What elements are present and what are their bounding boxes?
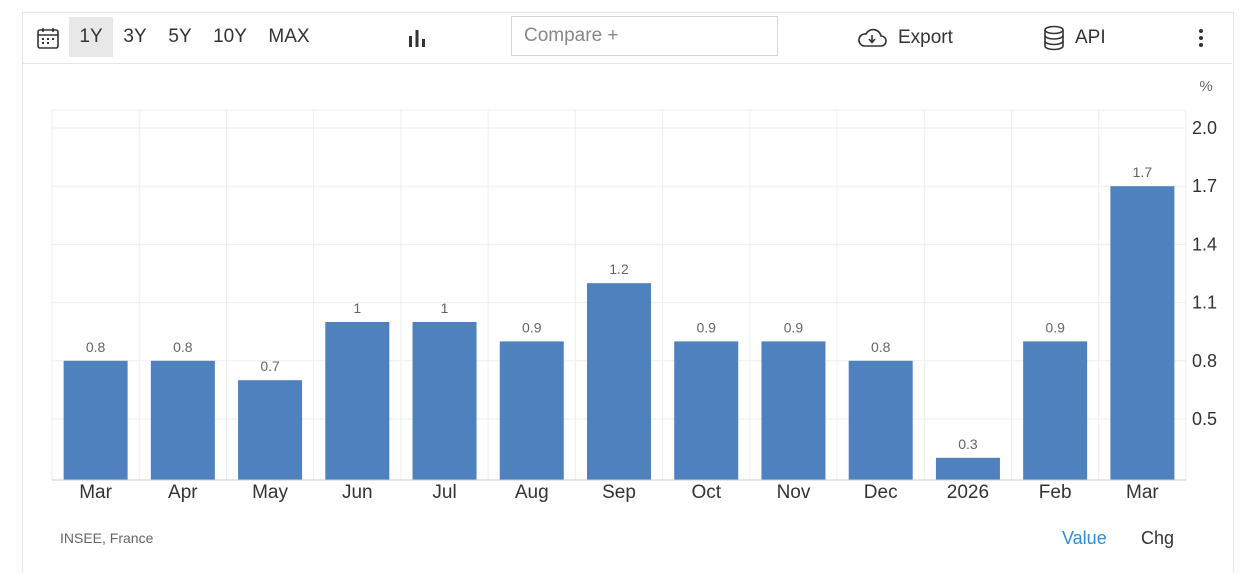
bar	[587, 283, 651, 480]
bar-chart-icon[interactable]	[405, 12, 429, 63]
x-tick-label: Feb	[1039, 482, 1072, 503]
data-label: 0.9	[696, 319, 716, 335]
bar	[150, 360, 215, 480]
data-label: 1.2	[609, 261, 629, 277]
toolbar: 1Y 3Y 5Y 10Y MAX Compare + Export	[22, 12, 1232, 64]
bar	[412, 322, 477, 480]
x-tick-label: Dec	[864, 482, 898, 503]
data-label: 0.9	[784, 319, 804, 335]
source-label: INSEE, France	[60, 530, 154, 546]
y-tick-label: 2.0	[1192, 118, 1217, 138]
export-button[interactable]: Export	[856, 12, 953, 63]
x-tick-label: Jul	[432, 482, 456, 503]
range-1y-button[interactable]: 1Y	[69, 17, 113, 57]
bar	[325, 322, 390, 480]
x-tick-label: 2026	[947, 482, 989, 503]
range-10y-button[interactable]: 10Y	[213, 26, 247, 47]
bar	[1023, 341, 1088, 480]
x-tick-label: Nov	[777, 482, 811, 503]
bar	[935, 457, 1000, 480]
bar	[761, 341, 826, 480]
range-max-button[interactable]: MAX	[268, 26, 310, 47]
data-label: 1	[441, 300, 449, 316]
calendar-icon[interactable]	[36, 12, 60, 63]
x-tick-label: Jun	[342, 482, 373, 503]
bar	[1110, 186, 1175, 480]
compare-placeholder: Compare +	[524, 25, 619, 46]
data-label: 1.7	[1133, 164, 1153, 180]
chg-toggle[interactable]: Chg	[1141, 528, 1175, 548]
api-button[interactable]: API	[1043, 12, 1106, 63]
data-label: 0.8	[86, 339, 106, 355]
x-tick-label: Mar	[1126, 482, 1159, 503]
bar	[848, 360, 913, 480]
y-tick-label: 1.1	[1192, 293, 1217, 313]
bar	[238, 380, 303, 480]
compare-input[interactable]: Compare +	[511, 16, 778, 56]
y-tick-label: 1.7	[1192, 176, 1217, 196]
y-unit-label: %	[1199, 78, 1212, 95]
data-label: 0.3	[958, 436, 978, 452]
y-tick-label: 1.4	[1192, 234, 1217, 254]
range-3y-button[interactable]: 3Y	[123, 26, 147, 47]
bar	[63, 360, 128, 480]
data-label: 1	[353, 300, 361, 316]
range-5y-button[interactable]: 5Y	[168, 26, 192, 47]
data-label: 0.8	[871, 339, 891, 355]
database-icon	[1043, 25, 1065, 51]
x-tick-label: Mar	[79, 482, 112, 503]
export-label: Export	[898, 26, 953, 48]
data-label: 0.9	[1045, 319, 1065, 335]
chart-panel	[22, 12, 1234, 573]
data-label: 0.7	[260, 358, 280, 374]
x-tick-label: Oct	[691, 482, 721, 503]
x-tick-label: Sep	[602, 482, 636, 503]
data-label: 0.8	[173, 339, 193, 355]
y-tick-label: 0.5	[1192, 409, 1217, 429]
data-label: 0.9	[522, 319, 542, 335]
bar	[499, 341, 564, 480]
x-tick-label: Aug	[515, 482, 549, 503]
bar-chart: 0.5 0.8 1.1 1.4 1.7 2.0% 0.8 Mar 0.8 Apr 0.7 May 1 Ju…	[51, 78, 1217, 503]
x-tick-label: Apr	[168, 482, 198, 503]
cloud-download-icon	[856, 26, 888, 50]
y-tick-label: 0.8	[1192, 351, 1217, 371]
api-label: API	[1075, 26, 1106, 48]
x-tick-label: May	[252, 482, 288, 503]
bar	[674, 341, 739, 480]
more-vertical-icon[interactable]	[1196, 12, 1206, 63]
value-toggle[interactable]: Value	[1062, 528, 1107, 548]
